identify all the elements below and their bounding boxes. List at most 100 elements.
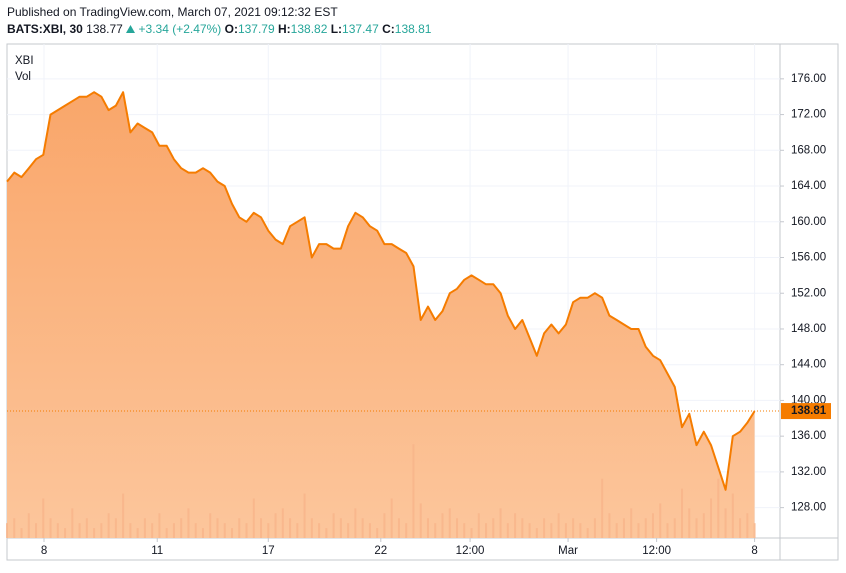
y-tick-label: 160.00 <box>791 216 826 228</box>
y-tick-label: 164.00 <box>791 180 826 192</box>
volume-bar <box>231 528 234 538</box>
volume-bar <box>129 523 132 538</box>
volume-bar <box>180 518 183 538</box>
volume-bar <box>702 513 705 538</box>
volume-bar <box>27 513 30 538</box>
close: 138.81 <box>394 22 432 36</box>
volume-bar <box>710 498 713 538</box>
volume-bar <box>456 518 459 538</box>
volume-bar <box>731 493 734 538</box>
volume-bar <box>289 518 292 538</box>
volume-bar <box>405 523 408 538</box>
y-tick-label: 172.00 <box>791 109 826 121</box>
x-tick-label: Mar <box>558 545 578 557</box>
volume-bar <box>71 508 74 538</box>
volume-bar <box>659 503 662 538</box>
y-tick-label: 152.00 <box>791 287 826 299</box>
volume-bar <box>223 523 226 538</box>
price-area <box>7 92 755 538</box>
volume-bar <box>521 518 524 538</box>
x-tick-label: 11 <box>151 545 163 557</box>
volume-bar <box>347 523 350 538</box>
last: 138.77 <box>86 22 123 36</box>
volume-bar <box>78 523 81 538</box>
last-price-box <box>781 403 831 420</box>
volume-bar <box>673 518 676 538</box>
volume-bar <box>739 518 742 538</box>
volume-bar <box>332 513 335 538</box>
volume-bar <box>260 518 263 538</box>
y-tick-label: 168.00 <box>791 144 826 156</box>
x-tick-label: 12:00 <box>642 545 671 557</box>
volume-bar <box>252 498 255 538</box>
volume-bar <box>412 444 415 538</box>
volume-bar <box>419 503 422 538</box>
change: +3.34 (+2.47%) <box>138 22 222 36</box>
volume-bar <box>56 523 59 538</box>
x-tick-label: 22 <box>374 545 387 557</box>
symbol: BATS:XBI, 30 <box>7 22 83 36</box>
volume-bar <box>470 528 473 538</box>
volume-bar <box>325 528 328 538</box>
volume-bar <box>637 523 640 538</box>
legend-entry: Vol <box>15 71 31 83</box>
arrow-shape <box>126 25 136 33</box>
volume-bar <box>550 523 553 538</box>
quote-line: BATS:XBI, 30 138.77 +3.34 (+2.47%) O:137… <box>7 22 431 36</box>
volume-bar <box>64 528 67 538</box>
x-tick-label: 12:00 <box>456 545 485 557</box>
high: 138.82 <box>290 22 328 36</box>
volume-bar <box>426 518 429 538</box>
volume-bar <box>165 528 168 538</box>
volume-bar <box>688 508 691 538</box>
close-label: C: <box>382 22 395 36</box>
volume-bar <box>579 523 582 538</box>
volume-bar <box>717 478 720 538</box>
volume-bar <box>586 528 589 538</box>
volume-bar <box>35 523 38 538</box>
high-label: H: <box>278 22 291 36</box>
last-price-label: 138.81 <box>791 405 827 417</box>
volume-bar <box>448 508 451 538</box>
volume-bar <box>666 523 669 538</box>
volume-bar <box>49 518 52 538</box>
volume-bar <box>651 513 654 538</box>
y-tick-label: 148.00 <box>791 323 826 335</box>
volume-bar <box>187 508 190 538</box>
low: 137.47 <box>342 22 379 36</box>
volume-bar <box>100 523 103 538</box>
volume-bar <box>376 528 379 538</box>
open-label: O: <box>224 22 238 36</box>
volume-bar <box>724 508 727 538</box>
volume-bar <box>485 523 488 538</box>
published-note: Published on TradingView.com, March 07, … <box>7 5 338 19</box>
volume-bar <box>681 488 684 538</box>
volume-bar <box>630 508 633 538</box>
y-tick-label: 132.00 <box>791 466 826 478</box>
volume-bar <box>622 518 625 538</box>
volume-bar <box>390 498 393 538</box>
y-tick-label: 156.00 <box>791 252 826 264</box>
volume-bar <box>13 518 16 538</box>
x-tick-label: 8 <box>751 545 757 557</box>
volume-bar <box>535 528 538 538</box>
volume-bar <box>318 523 321 538</box>
volume-bar <box>753 523 756 538</box>
volume-bar <box>477 513 480 538</box>
volume-bar <box>296 523 299 538</box>
volume-bar <box>245 523 248 538</box>
volume-bar <box>151 523 154 538</box>
low-label: L: <box>330 22 343 36</box>
volume-bar <box>499 508 502 538</box>
volume-bar <box>434 523 437 538</box>
volume-bar <box>20 528 23 538</box>
price-line <box>6 91 756 491</box>
volume-bar <box>201 528 204 538</box>
volume-bar <box>506 523 509 538</box>
volume-bar <box>383 513 386 538</box>
volume-bar <box>695 518 698 538</box>
volume-bar <box>644 518 647 538</box>
y-tick-label: 144.00 <box>791 359 826 371</box>
volume-bar <box>572 518 575 538</box>
open: 137.79 <box>237 22 275 36</box>
